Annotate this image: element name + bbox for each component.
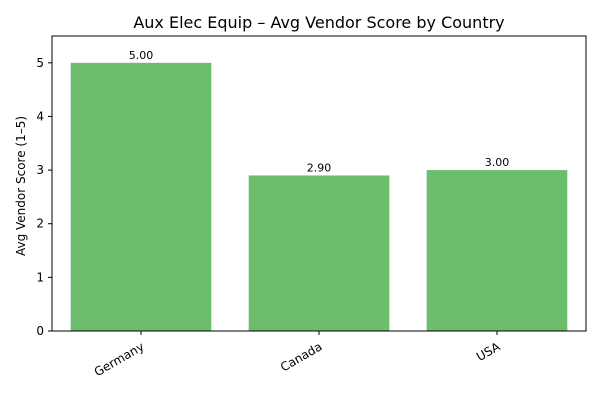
x-tick-label: USA: [474, 339, 503, 364]
x-tick-label: Canada: [278, 339, 325, 374]
x-tick-label: Germany: [92, 339, 147, 379]
y-tick-label: 4: [36, 109, 44, 123]
bar: [426, 170, 568, 331]
y-tick-label: 3: [36, 163, 44, 177]
plot-area: 5.00 Germany 2.90 Canada 3.00 USA 0 1 2 3 4 5: [36, 35, 587, 379]
y-tick-label: 5: [36, 56, 44, 70]
bar: [70, 62, 212, 332]
y-axis-label: Avg Vendor Score (1–5): [14, 116, 28, 256]
y-tick-label: 0: [36, 324, 44, 338]
y-tick-label: 1: [36, 270, 44, 284]
bar: [248, 175, 390, 331]
data-label: 3.00: [485, 156, 510, 169]
axes-frame: [51, 35, 587, 332]
data-label: 5.00: [129, 49, 154, 62]
chart-title: Aux Elec Equip – Avg Vendor Score by Cou…: [133, 13, 504, 32]
data-label: 2.90: [307, 161, 332, 174]
y-tick-label: 2: [36, 217, 44, 231]
